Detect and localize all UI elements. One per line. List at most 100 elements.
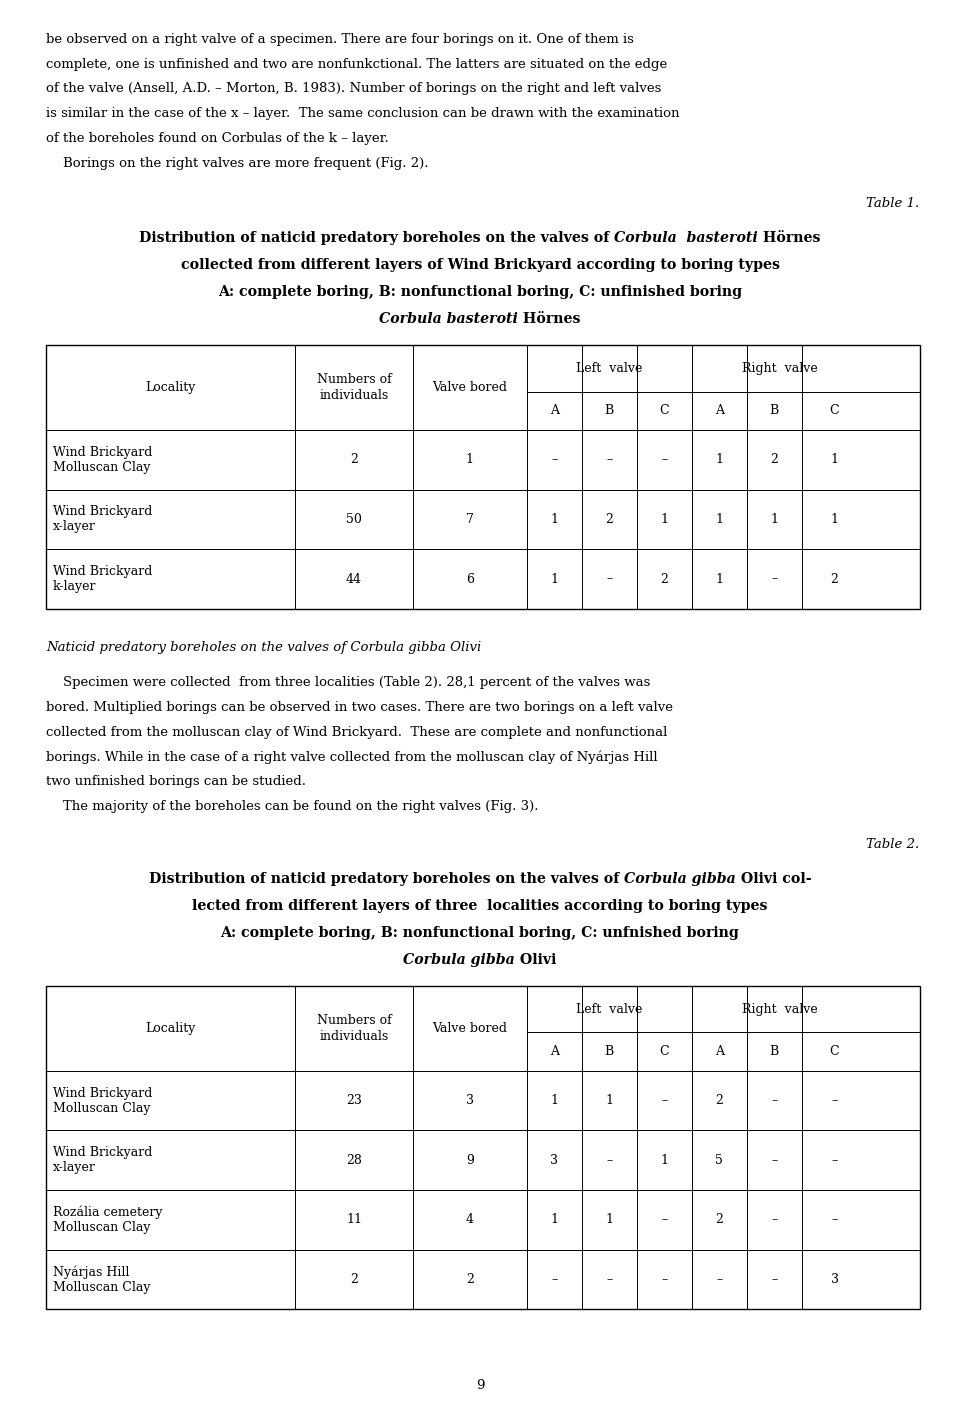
Text: of the boreholes found on Corbulas of the k – layer.: of the boreholes found on Corbulas of th…: [46, 132, 389, 145]
Text: Numbers of
individuals: Numbers of individuals: [317, 373, 392, 402]
Text: –: –: [661, 1274, 667, 1287]
Text: Olivi: Olivi: [516, 953, 557, 967]
Text: Table 2.: Table 2.: [867, 838, 920, 851]
Text: C: C: [829, 1045, 839, 1058]
Text: 1: 1: [660, 1154, 668, 1167]
Text: is similar in the case of the x – layer.  The same conclusion can be drawn with : is similar in the case of the x – layer.…: [46, 106, 680, 121]
Text: 1: 1: [715, 572, 723, 585]
Text: –: –: [831, 1095, 838, 1108]
Text: 9: 9: [476, 1379, 484, 1392]
Text: Right  valve: Right valve: [741, 362, 817, 375]
Text: 2: 2: [830, 572, 838, 585]
Text: 2: 2: [350, 1274, 358, 1287]
Text: Right  valve: Right valve: [741, 1003, 817, 1015]
Text: 1: 1: [830, 453, 838, 466]
Text: 2: 2: [466, 1274, 473, 1287]
Text: 1: 1: [770, 513, 779, 525]
Text: 3: 3: [466, 1095, 474, 1108]
Text: of the valve (Ansell, A.D. – Morton, B. 1983). Number of borings on the right an: of the valve (Ansell, A.D. – Morton, B. …: [46, 82, 661, 95]
Text: Wind Brickyard
Molluscan Clay: Wind Brickyard Molluscan Clay: [53, 1086, 153, 1115]
Text: 1: 1: [550, 1214, 558, 1227]
Text: –: –: [606, 453, 612, 466]
Text: 3: 3: [550, 1154, 558, 1167]
Text: –: –: [716, 1274, 722, 1287]
Text: B: B: [770, 405, 779, 417]
Text: Corbula gibba: Corbula gibba: [403, 953, 516, 967]
Text: A: A: [549, 1045, 559, 1058]
Text: 5: 5: [715, 1154, 723, 1167]
Text: Numbers of
individuals: Numbers of individuals: [317, 1014, 392, 1042]
Text: –: –: [551, 1274, 557, 1287]
Text: 4: 4: [466, 1214, 474, 1227]
Text: Corbula basteroti: Corbula basteroti: [379, 312, 518, 327]
Text: –: –: [771, 572, 778, 585]
Text: B: B: [605, 405, 613, 417]
Text: Distribution of naticid predatory boreholes on the valves of: Distribution of naticid predatory boreho…: [149, 872, 624, 886]
Text: –: –: [606, 572, 612, 585]
Text: C: C: [660, 405, 669, 417]
Text: 1: 1: [715, 513, 723, 525]
Text: –: –: [661, 1095, 667, 1108]
Text: –: –: [606, 1154, 612, 1167]
Text: Table 1.: Table 1.: [867, 196, 920, 210]
Text: Left  valve: Left valve: [576, 362, 642, 375]
Text: be observed on a right valve of a specimen. There are four borings on it. One of: be observed on a right valve of a specim…: [46, 33, 634, 45]
Text: 1: 1: [550, 513, 558, 525]
Text: B: B: [770, 1045, 779, 1058]
Text: 1: 1: [830, 513, 838, 525]
Text: Wind Brickyard
Molluscan Clay: Wind Brickyard Molluscan Clay: [53, 446, 153, 474]
Text: C: C: [829, 405, 839, 417]
Text: A: A: [714, 1045, 724, 1058]
Text: C: C: [660, 1045, 669, 1058]
Text: –: –: [551, 453, 557, 466]
Text: Wind Brickyard
k-layer: Wind Brickyard k-layer: [53, 565, 153, 594]
Text: 2: 2: [605, 513, 613, 525]
Text: 6: 6: [466, 572, 474, 585]
Text: Distribution of naticid predatory boreholes on the valves of: Distribution of naticid predatory boreho…: [139, 231, 614, 246]
Text: 1: 1: [605, 1214, 613, 1227]
Text: A: A: [714, 405, 724, 417]
Text: Rozália cemetery
Molluscan Clay: Rozália cemetery Molluscan Clay: [53, 1206, 162, 1234]
Text: –: –: [606, 1274, 612, 1287]
Text: Specimen were collected  from three localities (Table 2). 28,1 percent of the va: Specimen were collected from three local…: [46, 676, 651, 689]
Text: Olivi col-: Olivi col-: [735, 872, 811, 886]
Text: Borings on the right valves are more frequent (Fig. 2).: Borings on the right valves are more fre…: [46, 156, 428, 170]
Text: collected from the molluscan clay of Wind Brickyard.  These are complete and non: collected from the molluscan clay of Win…: [46, 726, 667, 738]
Text: borings. While in the case of a right valve collected from the molluscan clay of: borings. While in the case of a right va…: [46, 751, 658, 764]
Text: Valve bored: Valve bored: [432, 1022, 507, 1035]
Text: 2: 2: [770, 453, 779, 466]
Text: Hörnes: Hörnes: [758, 231, 821, 246]
Text: 7: 7: [466, 513, 473, 525]
Text: 2: 2: [660, 572, 668, 585]
Text: 44: 44: [346, 572, 362, 585]
Text: 1: 1: [660, 513, 668, 525]
Text: 9: 9: [466, 1154, 473, 1167]
Text: 2: 2: [715, 1095, 723, 1108]
Text: 1: 1: [605, 1095, 613, 1108]
Text: lected from different layers of three  localities according to boring types: lected from different layers of three lo…: [192, 899, 768, 913]
Text: –: –: [661, 453, 667, 466]
Text: Nyárjas Hill
Molluscan Clay: Nyárjas Hill Molluscan Clay: [53, 1265, 151, 1294]
Text: 50: 50: [347, 513, 362, 525]
Text: Locality: Locality: [145, 1022, 196, 1035]
Text: two unfinished borings can be studied.: two unfinished borings can be studied.: [46, 775, 306, 788]
Text: Left  valve: Left valve: [576, 1003, 642, 1015]
Bar: [46, 345, 920, 609]
Text: bored. Multiplied borings can be observed in two cases. There are two borings on: bored. Multiplied borings can be observe…: [46, 701, 673, 714]
Text: 1: 1: [550, 572, 558, 585]
Text: Corbula  basteroti: Corbula basteroti: [614, 231, 758, 246]
Text: Wind Brickyard
x-layer: Wind Brickyard x-layer: [53, 1146, 153, 1174]
Text: A: A: [549, 405, 559, 417]
Text: A: complete boring, B: nonfunctional boring, C: unfinished boring: A: complete boring, B: nonfunctional bor…: [218, 285, 742, 300]
Text: 1: 1: [466, 453, 474, 466]
Text: –: –: [771, 1095, 778, 1108]
Text: 2: 2: [350, 453, 358, 466]
Text: A: complete boring, B: nonfunctional boring, C: unfnished boring: A: complete boring, B: nonfunctional bor…: [221, 926, 739, 940]
Text: 11: 11: [346, 1214, 362, 1227]
Text: collected from different layers of Wind Brickyard according to boring types: collected from different layers of Wind …: [180, 258, 780, 273]
Text: Hörnes: Hörnes: [518, 312, 581, 327]
Text: Corbula gibba: Corbula gibba: [624, 872, 735, 886]
Text: complete, one is unfinished and two are nonfunkctional. The latters are situated: complete, one is unfinished and two are …: [46, 57, 667, 71]
Text: –: –: [771, 1154, 778, 1167]
Text: –: –: [771, 1274, 778, 1287]
